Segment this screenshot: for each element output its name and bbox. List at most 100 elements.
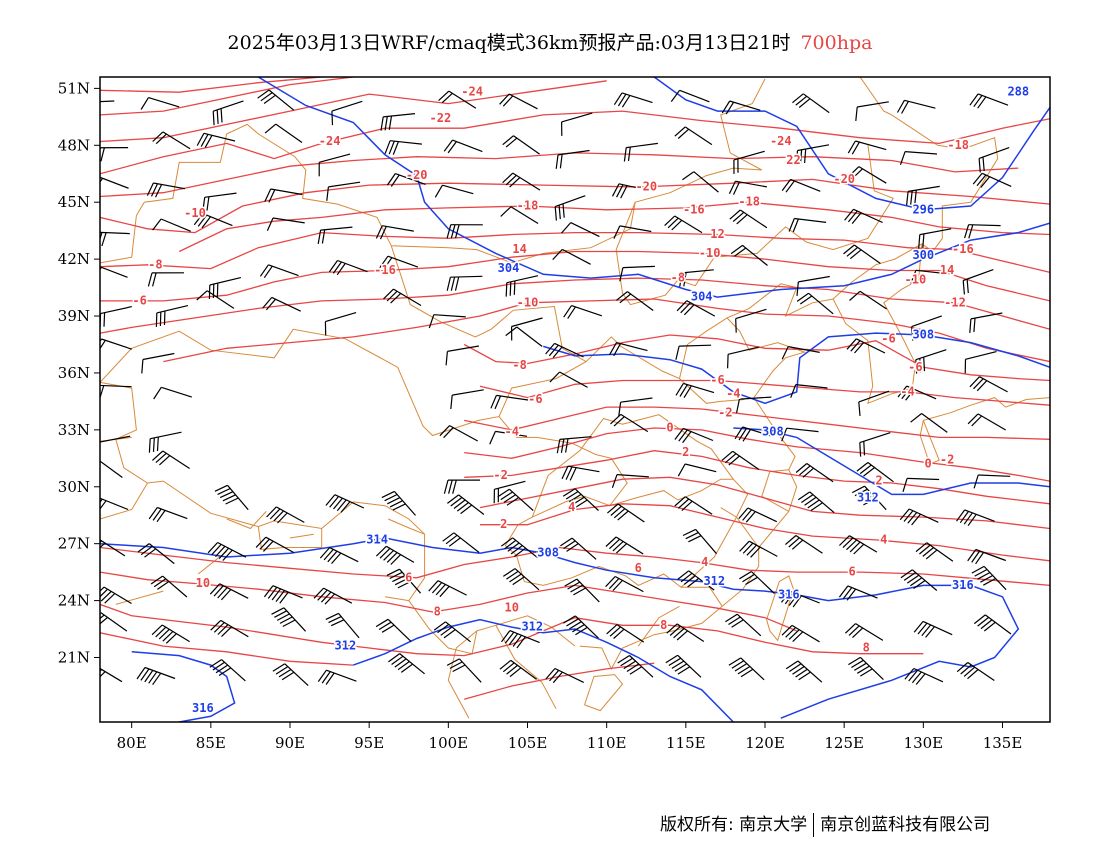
wind-barb-feather	[897, 385, 908, 398]
lat-tick-label: 24N	[58, 592, 90, 610]
isotherm-line	[100, 178, 1050, 234]
wind-barb-staff	[748, 540, 778, 557]
wind-barb-feather	[611, 183, 620, 197]
wind-barb-feather	[566, 618, 579, 627]
wind-barb-feather	[848, 625, 860, 636]
wind-barb-feather	[150, 183, 159, 197]
temperature-label: -20	[635, 180, 657, 194]
wind-barb-feather	[565, 490, 579, 500]
wind-barb-feather	[98, 442, 99, 456]
wind-barb-feather	[788, 629, 800, 640]
wind-barb-feather	[197, 214, 208, 227]
wind-barb-feather	[159, 455, 171, 466]
wind-barb-feather	[616, 291, 628, 301]
temperature-label: -2	[718, 405, 732, 419]
wind-barb-staff	[750, 571, 775, 595]
wind-barb-feather	[847, 140, 856, 154]
wind-barb-feather	[626, 663, 640, 673]
wind-barb-feather	[565, 466, 573, 480]
wind-barb-feather	[151, 450, 164, 461]
wind-barb-feather	[910, 190, 913, 205]
wind-barb-staff	[213, 100, 244, 112]
wind-barb-feather	[213, 622, 225, 633]
wind-barb-feather	[397, 661, 410, 671]
wind-barb-staff	[270, 188, 303, 196]
wind-barb-feather	[739, 540, 750, 552]
wind-barb-staff	[921, 413, 948, 433]
wind-barb-feather	[212, 661, 225, 671]
wind-barb-staff	[621, 92, 653, 104]
wind-barb-feather	[267, 586, 278, 599]
wind-barb-feather	[562, 488, 576, 497]
wind-barb-staff	[209, 277, 242, 286]
wind-barb-feather	[100, 614, 105, 620]
wind-barb-feather	[922, 547, 934, 557]
wind-barb-feather	[502, 662, 515, 673]
temperature-label: -16	[952, 242, 974, 256]
wind-barb-staff	[393, 491, 416, 516]
wind-barb-staff	[798, 275, 830, 283]
wind-barb-feather	[152, 672, 162, 686]
wind-barb-feather	[221, 626, 232, 638]
wind-barb-staff	[494, 480, 526, 490]
wind-barb-feather	[905, 389, 915, 401]
wind-barb-feather	[379, 547, 391, 559]
wind-barb-feather	[86, 459, 97, 468]
wind-barb-feather	[983, 621, 996, 632]
wind-barb-feather	[560, 537, 573, 547]
wind-barb-feather	[400, 663, 413, 673]
wind-barb-feather	[613, 416, 625, 427]
wind-barb-feather	[379, 226, 387, 240]
wind-barb-feather	[669, 625, 681, 636]
wind-barb-feather	[788, 218, 795, 232]
wind-barb-staff	[329, 547, 359, 563]
wind-barb-feather	[740, 668, 754, 678]
temperature-label: -6	[881, 331, 895, 345]
wind-barb-staff	[627, 291, 654, 311]
wind-barb-feather	[566, 543, 579, 552]
wind-barb-feather	[728, 616, 741, 626]
isotherm-line	[100, 603, 924, 657]
wind-barb-feather	[857, 491, 871, 500]
wind-barb-feather	[859, 464, 872, 475]
wind-barb-staff	[100, 384, 132, 388]
geopotential-line	[100, 537, 1020, 719]
wind-barb-feather	[962, 280, 965, 295]
wind-barb-feather	[271, 607, 285, 615]
wind-barb-feather	[977, 616, 989, 627]
wind-barb-staff	[677, 654, 702, 678]
temperature-label: -18	[517, 199, 539, 213]
wind-barb-feather	[220, 589, 232, 601]
temperature-label: 6	[635, 561, 642, 575]
isotherm-line	[100, 571, 797, 632]
temperature-label: 6	[405, 570, 412, 584]
isotherm-line	[479, 476, 1050, 530]
geopotential-label: 312	[703, 574, 725, 588]
wind-barb-feather	[674, 496, 686, 507]
wind-barb-staff	[554, 342, 584, 358]
wind-barb-feather	[209, 583, 221, 595]
wind-barb-feather	[91, 177, 99, 188]
wind-barb-staff	[161, 386, 192, 398]
wind-barb-staff	[571, 537, 597, 560]
wind-barb-feather	[742, 573, 755, 583]
wind-barb-feather	[392, 574, 406, 583]
wind-barb-feather	[447, 494, 459, 504]
wind-barb-feather	[319, 547, 331, 559]
lat-tick-label: 51N	[58, 79, 90, 97]
wind-barb-feather	[389, 571, 403, 580]
wind-barb-feather	[340, 501, 351, 513]
wind-barb-feather	[915, 673, 926, 685]
wind-barb-feather	[276, 613, 290, 621]
wind-barb-feather	[156, 510, 166, 523]
wind-barb-feather	[504, 539, 517, 550]
wind-barb-staff	[735, 180, 768, 188]
wind-barb-feather	[799, 149, 803, 164]
wind-barb-feather	[569, 467, 577, 481]
wind-barb-feather	[490, 395, 497, 409]
lon-tick-label: 95E	[354, 734, 384, 752]
wind-barb-staff	[100, 497, 129, 511]
wind-barb-feather	[978, 158, 981, 173]
wind-barb-feather	[609, 626, 621, 637]
wind-barb-feather	[677, 570, 690, 580]
